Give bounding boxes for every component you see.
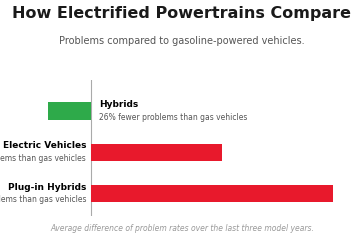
Text: Hybrids: Hybrids xyxy=(99,100,139,109)
Text: 26% fewer problems than gas vehicles: 26% fewer problems than gas vehicles xyxy=(99,113,248,121)
Text: 79% more problems than gas vehicles: 79% more problems than gas vehicles xyxy=(0,154,86,163)
Text: Problems compared to gasoline-powered vehicles.: Problems compared to gasoline-powered ve… xyxy=(59,36,305,47)
Text: Electric Vehicles: Electric Vehicles xyxy=(3,141,86,150)
Text: 146% more problems than gas vehicles: 146% more problems than gas vehicles xyxy=(0,195,86,204)
Text: Average difference of problem rates over the last three model years.: Average difference of problem rates over… xyxy=(50,224,314,233)
Bar xyxy=(91,144,222,161)
Bar xyxy=(48,102,91,120)
Bar xyxy=(91,185,333,202)
Text: How Electrified Powertrains Compare: How Electrified Powertrains Compare xyxy=(12,6,352,21)
Text: Plug-in Hybrids: Plug-in Hybrids xyxy=(8,183,86,192)
